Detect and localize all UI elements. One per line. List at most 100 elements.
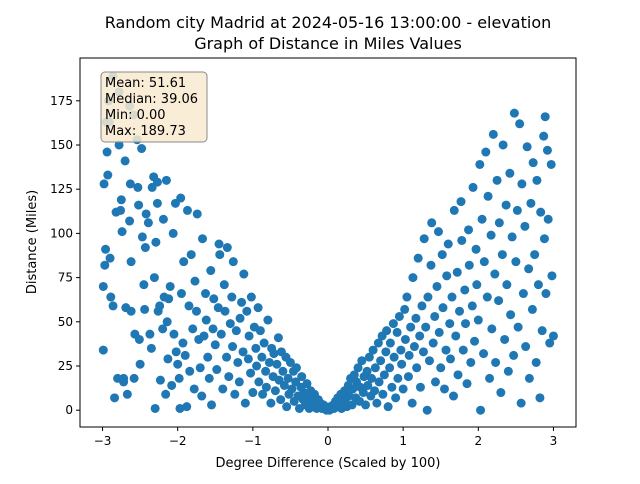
data-point [98,281,108,291]
data-point [185,366,195,376]
data-point [176,289,186,299]
stats-median: Median: 39.06 [105,92,198,107]
data-point [282,402,292,412]
data-point [427,218,437,228]
data-point [214,239,224,249]
data-point [527,304,537,314]
data-point [421,322,431,332]
data-point [494,296,504,306]
data-point [388,319,398,329]
data-point [227,292,237,302]
data-point [233,357,243,367]
data-point [497,250,507,260]
data-point [224,372,234,382]
data-point [502,280,512,290]
data-point [403,372,413,382]
data-point [191,306,201,316]
data-point [175,403,185,413]
data-point [402,292,412,302]
data-point [524,264,534,274]
data-point [407,398,417,408]
data-point [452,267,462,277]
x-axis-label: Degree Difference (Scaled by 100) [216,456,441,471]
data-point [505,168,515,178]
x-tick-label: −1 [244,434,262,448]
data-point [119,373,129,383]
data-point [209,294,219,304]
data-point [285,357,295,367]
data-point [276,395,286,405]
data-point [134,334,144,344]
data-point [397,359,407,369]
y-tick-label: 0 [65,403,73,417]
data-point [436,363,446,373]
data-point [483,191,493,201]
data-point [176,193,186,203]
x-tick-label: 1 [399,434,407,448]
data-point [539,234,549,244]
data-point [438,303,448,313]
data-point [423,292,433,302]
data-point [364,352,374,362]
data-point [220,306,230,316]
data-point [387,382,397,392]
data-point [201,315,211,325]
data-point [98,345,108,355]
data-point [228,342,238,352]
data-point [258,389,268,399]
data-point [155,375,165,385]
data-point [133,182,143,192]
data-point [117,227,127,237]
data-point [434,327,444,337]
data-point [259,338,269,348]
data-point [509,108,519,118]
data-point [373,338,383,348]
data-point [370,386,380,396]
data-point [242,306,252,316]
data-point [458,345,468,355]
data-point [291,363,301,373]
data-point [231,326,241,336]
data-point [263,315,273,325]
data-point [422,405,432,415]
data-point [368,345,378,355]
data-point [195,363,205,373]
data-point [517,179,527,189]
data-point [126,257,136,267]
x-tick-label: 3 [550,434,558,448]
data-point [125,179,135,189]
data-point [165,281,175,291]
data-point [532,175,542,185]
data-point [297,372,307,382]
data-point [152,198,162,208]
data-point [362,366,372,376]
data-point [206,266,216,276]
data-point [418,347,428,357]
data-point [536,207,546,217]
data-point [542,145,552,155]
data-point [180,350,190,360]
data-point [460,285,470,295]
data-point [548,331,558,341]
data-point [103,170,113,180]
data-point [415,331,425,341]
data-point [237,297,247,307]
data-point [135,359,145,369]
data-point [302,379,312,389]
data-point [385,363,395,373]
data-point [246,292,256,302]
data-point [273,333,283,343]
chart-title-line-2: Graph of Distance in Miles Values [194,34,462,53]
data-point [476,405,486,415]
data-point [372,398,382,408]
data-point [129,373,139,383]
data-point [406,322,416,332]
data-point [466,357,476,367]
data-point [105,253,115,263]
data-point [481,147,491,157]
data-point [445,319,455,329]
data-point [513,322,523,332]
data-point [439,384,449,394]
